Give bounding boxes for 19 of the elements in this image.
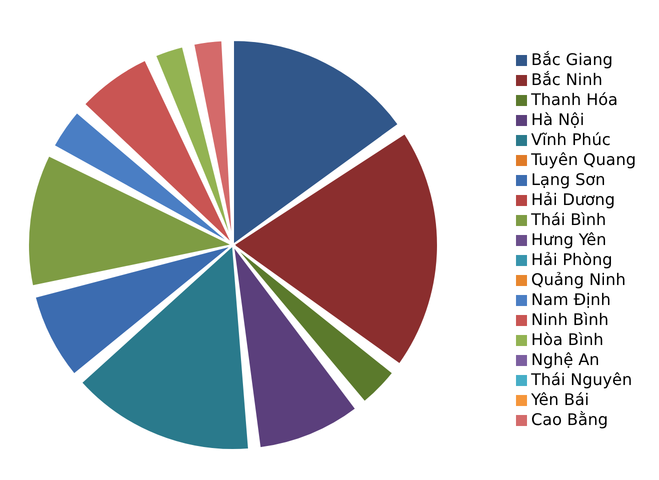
legend-label: Lạng Sơn: [531, 170, 606, 189]
legend-label: Hà Nội: [531, 110, 584, 129]
legend-label: Nghệ An: [531, 350, 600, 369]
legend-label: Hòa Bình: [531, 330, 604, 349]
legend-label: Hải Phòng: [531, 250, 612, 269]
legend-label: Cao Bằng: [531, 410, 608, 429]
legend-label: Hải Dương: [531, 190, 616, 209]
legend-label: Thái Nguyên: [531, 370, 632, 389]
legend-label: Bắc Giang: [531, 50, 613, 69]
legend-label: Tuyên Quang: [531, 150, 636, 169]
legend-label: Ninh Bình: [531, 310, 609, 329]
legend-label: Thái Bình: [531, 210, 606, 229]
legend-label: Thanh Hóa: [531, 90, 618, 109]
legend-label: Yên Bái: [531, 390, 590, 409]
legend-label: Hưng Yên: [531, 230, 606, 249]
legend-label: Nam Định: [531, 290, 611, 309]
legend-label: Quảng Ninh: [531, 270, 626, 289]
legend-label: Vĩnh Phúc: [531, 130, 611, 149]
legend-label: Bắc Ninh: [531, 70, 602, 89]
